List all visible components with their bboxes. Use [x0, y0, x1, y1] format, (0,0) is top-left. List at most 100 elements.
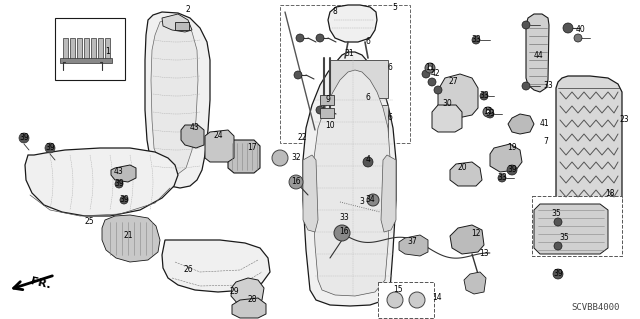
Polygon shape [162, 240, 270, 292]
Text: 14: 14 [432, 293, 442, 302]
Polygon shape [25, 148, 178, 216]
Text: 17: 17 [247, 144, 257, 152]
Polygon shape [231, 278, 264, 306]
Polygon shape [399, 235, 428, 256]
Polygon shape [303, 155, 318, 232]
Text: 35: 35 [551, 210, 561, 219]
Bar [105, 38, 110, 62]
Polygon shape [450, 225, 484, 254]
Polygon shape [438, 74, 478, 118]
Circle shape [45, 143, 55, 153]
Text: 16: 16 [339, 227, 349, 236]
Polygon shape [102, 215, 160, 262]
Bar [70, 38, 75, 62]
Circle shape [486, 110, 494, 118]
Bar [77, 38, 82, 62]
Text: 25: 25 [84, 218, 94, 226]
Circle shape [522, 82, 530, 90]
Text: 20: 20 [457, 164, 467, 173]
Text: 39: 39 [553, 270, 563, 278]
Circle shape [115, 180, 123, 188]
Text: 13: 13 [479, 249, 489, 258]
Circle shape [334, 225, 350, 241]
Text: 10: 10 [325, 121, 335, 130]
Text: 27: 27 [448, 78, 458, 86]
Circle shape [294, 71, 302, 79]
Circle shape [472, 36, 480, 44]
Bar [330, 105, 388, 137]
Circle shape [387, 292, 403, 308]
Polygon shape [303, 52, 396, 306]
Text: 8: 8 [333, 8, 337, 17]
Circle shape [316, 34, 324, 42]
Text: 30: 30 [442, 100, 452, 108]
Circle shape [316, 106, 324, 114]
Polygon shape [432, 105, 462, 132]
Text: 6: 6 [388, 63, 392, 72]
Polygon shape [162, 14, 192, 32]
Circle shape [553, 269, 563, 279]
Text: 33: 33 [543, 81, 553, 91]
Text: 40: 40 [575, 26, 585, 34]
Polygon shape [145, 12, 210, 188]
Circle shape [367, 194, 379, 206]
Text: 1: 1 [106, 48, 110, 56]
Text: 2: 2 [186, 5, 190, 14]
Text: 15: 15 [393, 286, 403, 294]
Text: 23: 23 [619, 115, 629, 124]
Polygon shape [508, 114, 534, 134]
Bar [60, 58, 112, 63]
Bar [84, 38, 89, 62]
Text: 6: 6 [365, 38, 371, 47]
Circle shape [425, 63, 435, 73]
Text: 3: 3 [360, 197, 364, 206]
Polygon shape [313, 70, 390, 296]
Circle shape [409, 292, 425, 308]
Circle shape [120, 196, 128, 204]
Text: 19: 19 [507, 144, 517, 152]
Text: 28: 28 [247, 295, 257, 305]
Text: 41: 41 [539, 120, 549, 129]
Polygon shape [464, 272, 486, 294]
Text: 43: 43 [114, 167, 124, 176]
Text: 42: 42 [430, 70, 440, 78]
Text: 26: 26 [183, 265, 193, 275]
Bar [532, 196, 622, 256]
Text: 22: 22 [297, 133, 307, 143]
Text: 24: 24 [213, 131, 223, 140]
Text: SCVBB4000: SCVBB4000 [572, 303, 620, 313]
Circle shape [296, 34, 304, 42]
Polygon shape [181, 125, 204, 148]
Text: 18: 18 [605, 189, 615, 198]
Text: 33: 33 [471, 35, 481, 44]
Text: 5: 5 [392, 4, 397, 12]
Bar [330, 60, 388, 98]
Polygon shape [450, 162, 482, 186]
Bar [320, 108, 334, 118]
Circle shape [554, 218, 562, 226]
Polygon shape [526, 14, 549, 92]
Bar [55, 18, 125, 80]
Circle shape [272, 150, 288, 166]
Circle shape [428, 66, 432, 70]
Circle shape [486, 110, 490, 114]
Circle shape [483, 107, 493, 117]
Circle shape [498, 174, 506, 182]
Circle shape [574, 34, 582, 42]
Polygon shape [232, 298, 266, 318]
Bar [63, 38, 68, 62]
Text: FR.: FR. [30, 276, 52, 290]
Text: 39: 39 [45, 144, 55, 152]
Bar [98, 38, 103, 62]
Circle shape [522, 21, 530, 29]
Circle shape [289, 175, 303, 189]
Polygon shape [205, 130, 234, 162]
Text: 34: 34 [365, 196, 375, 204]
Polygon shape [534, 204, 608, 254]
Text: 39: 39 [507, 166, 517, 174]
Bar [175, 22, 189, 30]
Text: 33: 33 [497, 174, 507, 182]
Bar [280, 5, 410, 143]
Text: 44: 44 [533, 51, 543, 61]
Circle shape [19, 133, 29, 143]
